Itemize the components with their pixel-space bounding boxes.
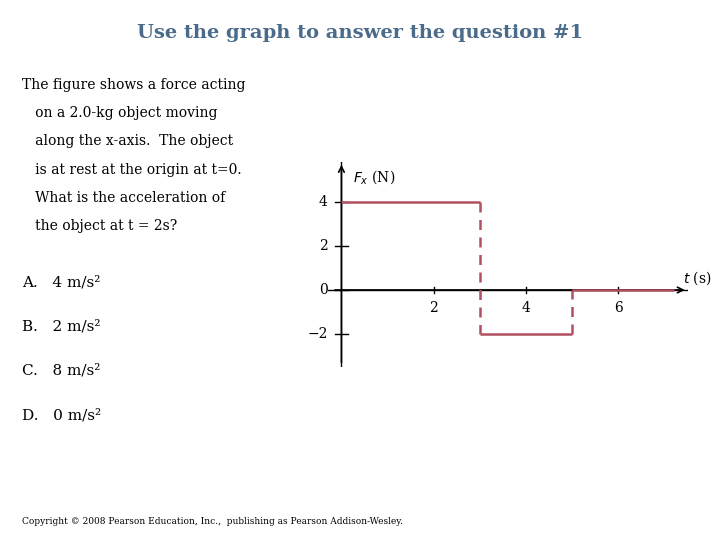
- Text: 0: 0: [319, 283, 328, 297]
- Text: along the x-axis.  The object: along the x-axis. The object: [22, 134, 233, 149]
- Text: $t$ (s): $t$ (s): [683, 269, 711, 287]
- Text: B.   2 m/s²: B. 2 m/s²: [22, 320, 100, 334]
- Text: 4: 4: [521, 301, 531, 315]
- Text: The figure shows a force acting: The figure shows a force acting: [22, 78, 245, 92]
- Text: −2: −2: [307, 327, 328, 341]
- Text: $F_x$ (N): $F_x$ (N): [353, 168, 395, 186]
- Text: 4: 4: [319, 195, 328, 209]
- Text: A.   4 m/s²: A. 4 m/s²: [22, 275, 100, 289]
- Text: is at rest at the origin at t=0.: is at rest at the origin at t=0.: [22, 163, 241, 177]
- Text: on a 2.0-kg object moving: on a 2.0-kg object moving: [22, 106, 217, 120]
- Text: 6: 6: [614, 301, 623, 315]
- Text: Use the graph to answer the question #1: Use the graph to answer the question #1: [137, 24, 583, 42]
- Text: 2: 2: [429, 301, 438, 315]
- Text: 2: 2: [319, 239, 328, 253]
- Text: D.   0 m/s²: D. 0 m/s²: [22, 408, 101, 422]
- Text: What is the acceleration of: What is the acceleration of: [22, 191, 225, 205]
- Text: Copyright © 2008 Pearson Education, Inc.,  publishing as Pearson Addison-Wesley.: Copyright © 2008 Pearson Education, Inc.…: [22, 517, 402, 526]
- Text: C.   8 m/s²: C. 8 m/s²: [22, 364, 100, 378]
- Text: the object at t = 2s?: the object at t = 2s?: [22, 219, 177, 233]
